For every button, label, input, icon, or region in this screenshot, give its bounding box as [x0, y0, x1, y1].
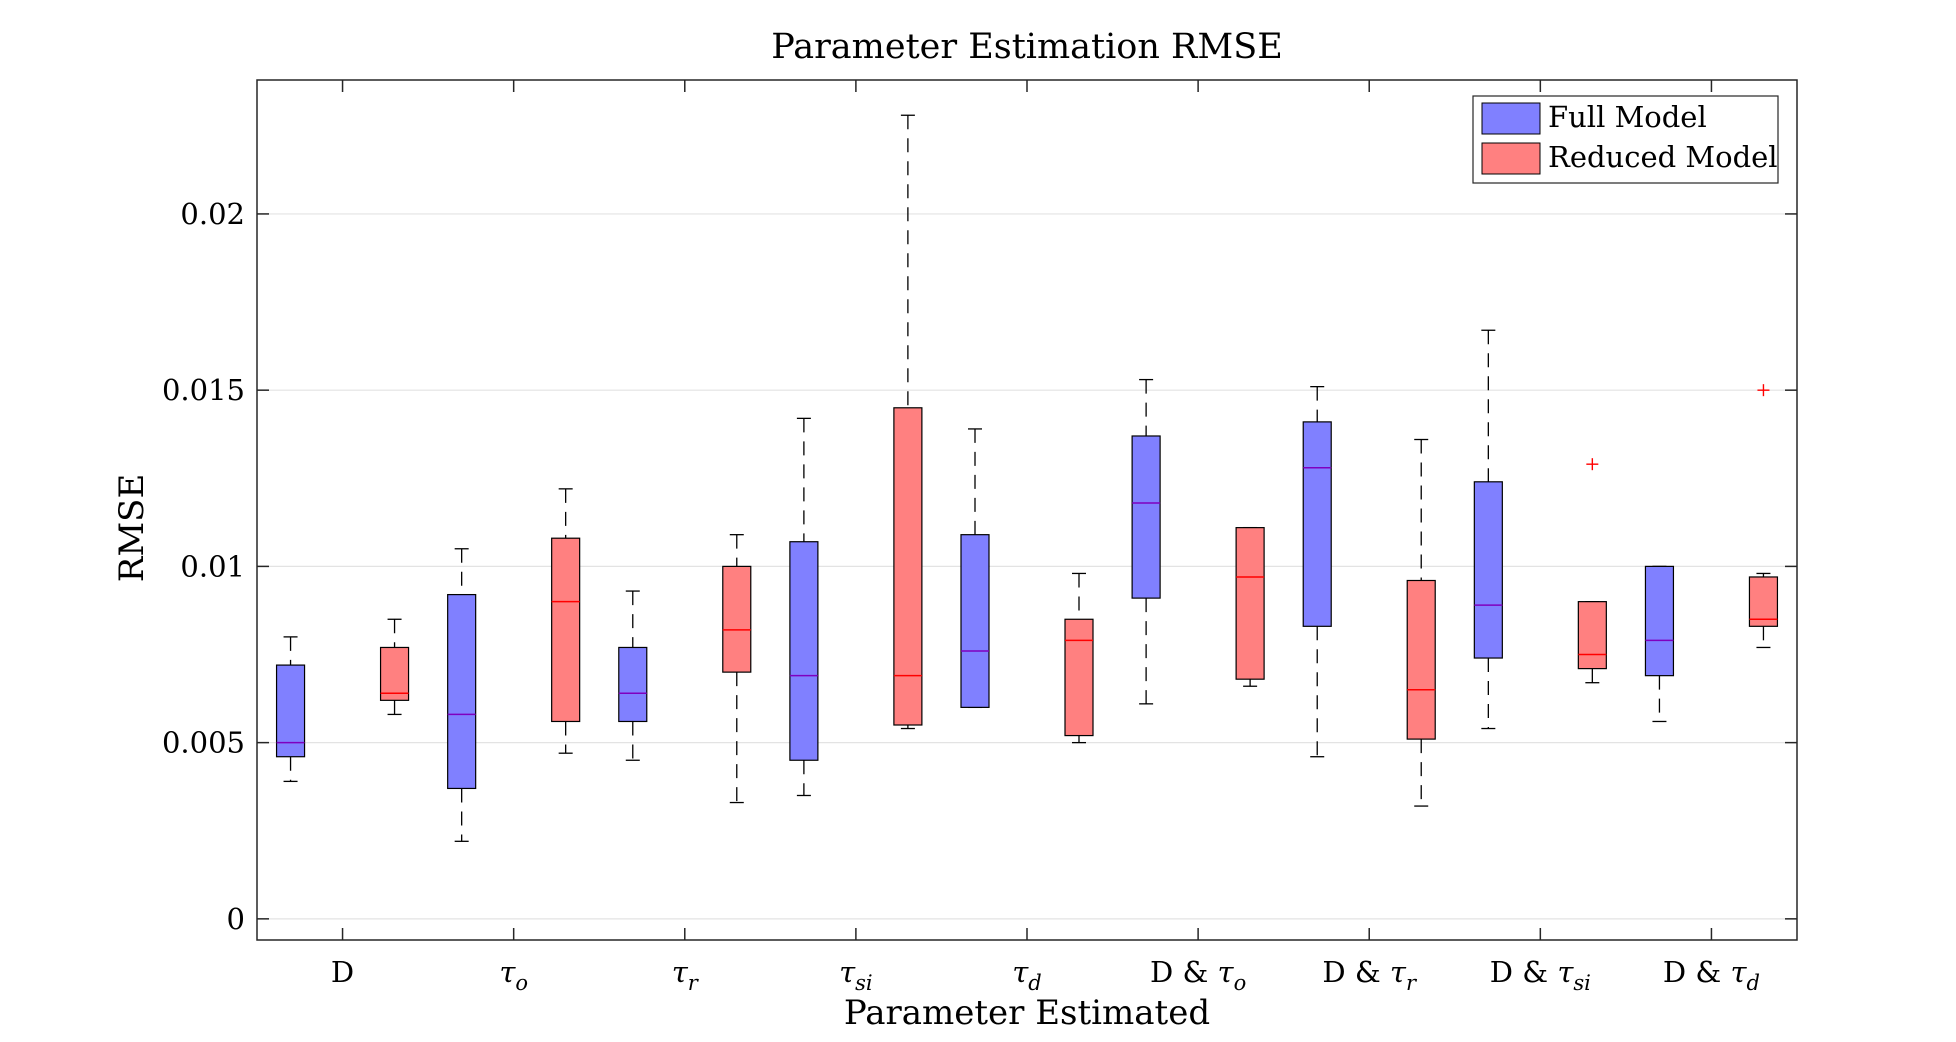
box-body — [1235, 527, 1265, 680]
x-tick-label: τr — [672, 955, 700, 995]
box-full-model — [1644, 565, 1675, 723]
x-tick-label: D & τo — [1150, 955, 1246, 995]
box-reduced-model — [1235, 526, 1265, 687]
chart-title: Parameter Estimation RMSE — [771, 27, 1283, 67]
box-body — [447, 593, 477, 790]
box-full-model — [789, 417, 819, 797]
y-tick-label: 0.02 — [180, 197, 245, 231]
box-body — [1302, 421, 1332, 627]
y-axis-ticks: 0 0.005 0.01 0.015 0.02 — [162, 197, 1797, 936]
box-body — [1406, 579, 1436, 740]
box-body — [960, 534, 990, 708]
x-tick-label: D — [331, 955, 354, 989]
box-reduced-model — [551, 488, 581, 754]
outlier-marker — [1586, 458, 1599, 471]
box-body — [551, 537, 581, 723]
box-body — [722, 565, 752, 673]
x-tick-label: τsi — [839, 955, 873, 995]
box-body — [1577, 601, 1607, 670]
box-body — [1131, 435, 1161, 599]
box-full-model — [275, 636, 306, 783]
box-body — [1644, 565, 1675, 677]
y-tick-label: 0 — [227, 902, 245, 936]
box-reduced-model — [1748, 384, 1779, 649]
box-full-model — [1302, 385, 1332, 758]
box-body — [789, 541, 819, 761]
box-full-model — [618, 590, 648, 761]
x-tick-label: τo — [499, 955, 528, 995]
plot-area-frame — [256, 79, 1798, 941]
box-full-model — [1131, 378, 1161, 705]
box-full-model — [447, 548, 477, 842]
box-body — [275, 664, 306, 758]
box-reduced-model — [893, 114, 923, 730]
y-tick-label: 0.01 — [180, 549, 245, 583]
box-body — [618, 646, 648, 723]
y-tick-label: 0.015 — [162, 373, 245, 407]
legend-swatch-full-model — [1481, 102, 1541, 135]
legend-label-reduced-model: Reduced Model — [1548, 140, 1778, 174]
x-tick-label: τd — [1012, 955, 1042, 995]
box-body — [1473, 481, 1503, 659]
box-body — [1748, 576, 1779, 627]
legend-label-full-model: Full Model — [1548, 100, 1707, 134]
box-reduced-model — [1064, 572, 1094, 744]
x-tick-label: D & τr — [1322, 955, 1418, 995]
y-tick-label: 0.005 — [162, 726, 245, 760]
grid-lines — [257, 213, 1797, 920]
box-full-model — [960, 428, 990, 709]
box-reduced-model — [379, 618, 410, 716]
y-axis-label: RMSE — [112, 474, 152, 583]
x-axis-label: Parameter Estimated — [844, 993, 1210, 1033]
box-plot-boxes — [275, 114, 1779, 842]
box-reduced-model — [1406, 438, 1436, 807]
x-tick-label: D & τsi — [1490, 955, 1591, 995]
box-reduced-model — [1577, 458, 1607, 684]
box-body — [379, 646, 410, 701]
outlier-marker — [1757, 384, 1770, 397]
box-reduced-model — [722, 534, 752, 804]
x-tick-label: D & τd — [1663, 955, 1760, 995]
legend-swatch-reduced-model — [1481, 142, 1541, 175]
box-full-model — [1473, 329, 1503, 730]
box-body — [1064, 618, 1094, 737]
box-body — [893, 407, 923, 726]
legend: Full Model Reduced Model — [1472, 95, 1779, 184]
